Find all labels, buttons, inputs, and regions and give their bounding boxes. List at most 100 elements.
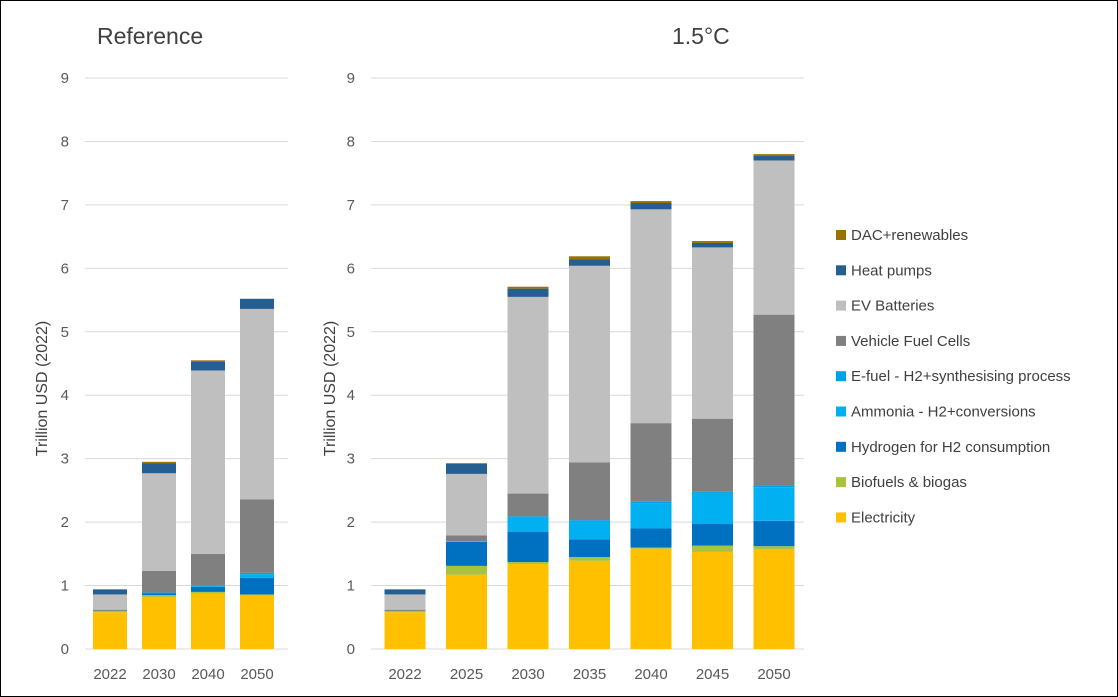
bar-segment-vehicle-fuel-cells-2040 — [191, 553, 225, 586]
panel-reference: Reference 0 1 2 3 4 5 6 7 8 9 Trillion USD (2022) 20… — [34, 23, 288, 683]
bar-segment-electricity-2025 — [446, 574, 487, 649]
y-tick-label: 5 — [347, 324, 355, 341]
legend-swatch-electricity — [836, 512, 846, 523]
bar-segment-heat-pumps-2050 — [753, 156, 795, 161]
x-tick-label: 2030 — [142, 666, 175, 683]
bar-segment-electricity-2050 — [753, 549, 795, 649]
bar-segment-ammonia-h2-conversions-2035 — [569, 521, 610, 540]
y-tick-label: 7 — [347, 197, 355, 214]
x-tick-label: 2040 — [634, 666, 667, 683]
legend-swatch-biofuels-biogas — [836, 477, 846, 488]
bar-segment-ammonia-h2-conversions-2050 — [753, 487, 795, 521]
bar-segment-dac-renewables-2040 — [630, 201, 672, 203]
y-tick-label: 6 — [347, 260, 355, 277]
bar-segment-biofuels-biogas-2030 — [507, 562, 549, 564]
bar-segment-vehicle-fuel-cells-2025 — [446, 535, 487, 542]
bar-segment-electricity-2022 — [384, 612, 426, 649]
bar-segment-electricity-2045 — [692, 551, 733, 649]
bar-segment-ev-batteries-2045 — [692, 247, 733, 419]
x-tick-label: 2025 — [450, 666, 483, 683]
bar-segment-ev-batteries-2022 — [93, 594, 127, 610]
y-tick-label: 5 — [61, 324, 69, 341]
bar-segment-ev-batteries-2022 — [384, 594, 426, 610]
bar-segment-vehicle-fuel-cells-2035 — [569, 462, 610, 521]
legend-swatch-hydrogen-for-h2-consumption — [836, 441, 846, 452]
legend-label-heat-pumps: Heat pumps — [851, 262, 932, 279]
bar-segment-heat-pumps-2022 — [384, 589, 426, 595]
y-tick-label: 6 — [61, 260, 69, 277]
bar-segment-hydrogen-for-h2-consumption-2050 — [240, 577, 274, 595]
bar-segment-ev-batteries-2040 — [630, 209, 672, 424]
legend-swatch-dac-renewables — [836, 230, 846, 240]
y-tick-label: 0 — [61, 641, 69, 658]
bar-segment-dac-renewables-2045 — [692, 241, 733, 243]
y-tick-label: 1 — [347, 578, 355, 595]
y-tick-label: 3 — [61, 451, 69, 468]
legend-swatch-ev-batteries — [836, 300, 846, 311]
y-axis-title: Trillion USD (2022) — [34, 321, 51, 456]
legend-label-ammonia-h2-conversions: Ammonia - H2+conversions — [851, 404, 1036, 421]
bar-segment-ammonia-h2-conversions-2040 — [630, 503, 672, 529]
x-tick-label: 2045 — [696, 666, 729, 683]
x-tick-label: 2050 — [240, 666, 273, 683]
bar-segment-electricity-2040 — [630, 548, 672, 649]
y-tick-label: 7 — [61, 197, 69, 214]
bar-segment-hydrogen-for-h2-consumption-2030 — [507, 531, 549, 563]
bar-segment-heat-pumps-2040 — [191, 361, 225, 371]
bar-segment-heat-pumps-2030 — [507, 288, 549, 297]
bar-segment-ev-batteries-2035 — [569, 265, 610, 463]
bar-segment-electricity-2035 — [569, 560, 610, 649]
bar-segment-ev-batteries-2025 — [446, 473, 487, 536]
y-tick-label: 9 — [61, 70, 69, 87]
bar-segment-e-fuel-h2-synthesising-process-2040 — [630, 501, 672, 504]
bar-segment-heat-pumps-2050 — [240, 298, 274, 309]
bar-segment-electricity-2022 — [93, 612, 127, 649]
legend-swatch-e-fuel-h2-synthesising-process — [836, 371, 846, 382]
bar-segment-ammonia-h2-conversions-2045 — [692, 492, 733, 525]
y-axis-title: Trillion USD (2022) — [322, 321, 339, 456]
y-tick-label: 2 — [61, 514, 69, 531]
bar-segment-ammonia-h2-conversions-2050 — [240, 574, 274, 578]
bar-segment-electricity-2030 — [507, 563, 549, 649]
y-tick-label: 8 — [347, 133, 355, 150]
legend-label-hydrogen-for-h2-consumption: Hydrogen for H2 consumption — [851, 439, 1050, 456]
x-tick-label: 2040 — [191, 666, 224, 683]
y-tick-label: 8 — [61, 133, 69, 150]
bar-segment-dac-renewables-2025 — [446, 463, 487, 464]
bar-segment-biofuels-biogas-2050 — [240, 594, 274, 596]
legend-swatch-vehicle-fuel-cells — [836, 335, 846, 346]
legend-label-dac-renewables: DAC+renewables — [851, 227, 968, 244]
bar-segment-hydrogen-for-h2-consumption-2040 — [630, 528, 672, 548]
x-tick-label: 2030 — [511, 666, 544, 683]
bar-segment-biofuels-biogas-2030 — [142, 595, 176, 597]
chart-legend: DAC+renewables Heat pumps EV Batteries Vehi… — [836, 227, 1071, 526]
y-tick-label: 0 — [347, 641, 355, 658]
bar-segment-electricity-2030 — [142, 596, 176, 649]
y-tick-label: 4 — [347, 387, 355, 404]
bar-segment-biofuels-biogas-2025 — [446, 565, 487, 575]
bar-segment-e-fuel-h2-synthesising-process-2050 — [240, 572, 274, 575]
bar-segment-heat-pumps-2045 — [692, 242, 733, 248]
bar-segment-ev-batteries-2030 — [142, 473, 176, 571]
y-tick-label: 2 — [347, 514, 355, 531]
legend-label-biofuels-biogas: Biofuels & biogas — [851, 474, 967, 491]
bar-segment-hydrogen-for-h2-consumption-2045 — [692, 524, 733, 546]
bar-segment-biofuels-biogas-2040 — [630, 547, 672, 549]
bar-segment-hydrogen-for-h2-consumption-2040 — [191, 586, 225, 592]
bar-segment-vehicle-fuel-cells-2022 — [384, 609, 426, 611]
panel-title: 1.5°C — [672, 23, 730, 49]
bar-segment-ev-batteries-2050 — [240, 308, 274, 500]
bar-segment-electricity-2040 — [191, 593, 225, 649]
bar-segment-heat-pumps-2040 — [630, 202, 672, 210]
bar-segment-vehicle-fuel-cells-2050 — [240, 499, 274, 573]
bar-segment-dac-renewables-2035 — [569, 256, 610, 260]
panel-title: Reference — [97, 23, 203, 49]
bar-segment-hydrogen-for-h2-consumption-2050 — [753, 520, 795, 547]
bar-segment-hydrogen-for-h2-consumption-2030 — [142, 593, 176, 596]
bar-segment-electricity-2050 — [240, 595, 274, 649]
y-tick-label: 9 — [347, 70, 355, 87]
y-tick-label: 4 — [61, 387, 69, 404]
legend-label-vehicle-fuel-cells: Vehicle Fuel Cells — [851, 333, 970, 350]
bar-segment-vehicle-fuel-cells-2040 — [630, 423, 672, 502]
